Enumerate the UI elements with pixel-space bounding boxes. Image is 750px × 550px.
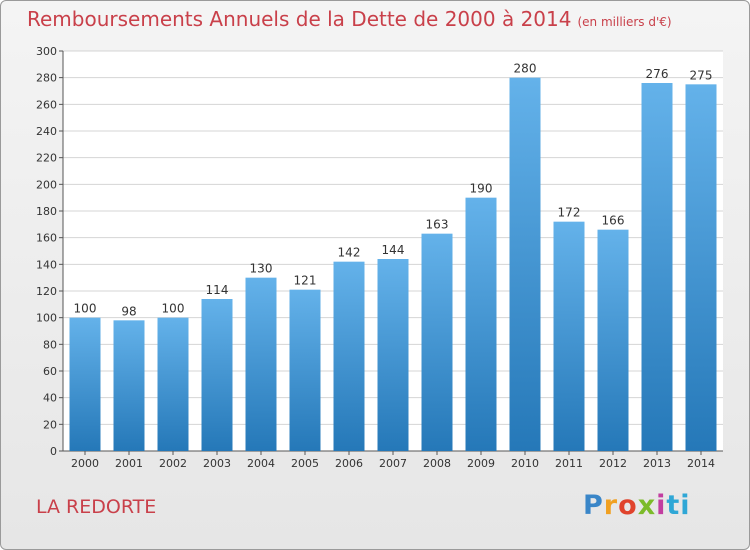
- y-tick-label: 100: [36, 312, 57, 325]
- x-tick-label: 2000: [71, 457, 99, 470]
- proxiti-logo: Proxiti: [583, 490, 691, 521]
- labels: 100 98 100 114 130 121 142 144 163 190 280 172 166 27…: [74, 62, 713, 319]
- bar-2006: [333, 261, 365, 451]
- data-label-2010: 280: [514, 62, 537, 76]
- bar-2001: [113, 320, 145, 451]
- bar-2010: [509, 77, 541, 452]
- data-label-2014: 275: [690, 68, 713, 82]
- y-tick-label: 20: [43, 418, 57, 431]
- data-label-2007: 144: [382, 243, 405, 257]
- y-tick-label: 160: [36, 232, 57, 245]
- y-tick-label: 260: [36, 98, 57, 111]
- bar-2000: [69, 317, 101, 451]
- x-tick-label: 2012: [599, 457, 627, 470]
- data-label-2013: 276: [646, 67, 669, 81]
- logo-letter: x: [637, 490, 657, 521]
- data-label-2011: 172: [558, 206, 581, 220]
- bar-2007: [377, 259, 409, 451]
- x-tick-label: 2013: [643, 457, 671, 470]
- y-tick-label: 300: [36, 45, 57, 58]
- x-tick-label: 2004: [247, 457, 275, 470]
- x-tick-label: 2008: [423, 457, 451, 470]
- bar-2008: [421, 233, 453, 451]
- unit-label: (en milliers d'€): [577, 15, 672, 29]
- x-tick-label: 2011: [555, 457, 583, 470]
- logo-letter: P: [583, 490, 604, 521]
- title-text: Remboursements Annuels de la Dette de 20…: [27, 7, 572, 31]
- data-label-2001: 98: [121, 304, 136, 318]
- data-label-2000: 100: [74, 302, 97, 316]
- bar-2013: [641, 83, 673, 451]
- data-label-2012: 166: [602, 214, 625, 228]
- logo-letter: r: [603, 490, 619, 521]
- data-label-2002: 100: [162, 302, 185, 316]
- y-tick-label: 80: [43, 338, 57, 351]
- logo-letter: ti: [666, 490, 691, 521]
- commune-name: LA REDORTE: [36, 496, 157, 518]
- y-tick-label: 180: [36, 205, 57, 218]
- x-tick-label: 2009: [467, 457, 495, 470]
- x-tick-label: 2003: [203, 457, 231, 470]
- x-tick-label: 2002: [159, 457, 187, 470]
- logo-letter: o: [618, 490, 638, 521]
- chart-title: Remboursements Annuels de la Dette de 20…: [27, 7, 672, 31]
- y-tick-label: 0: [50, 445, 57, 458]
- bar-2004: [245, 277, 277, 451]
- bar-2011: [553, 221, 585, 451]
- data-label-2004: 130: [250, 262, 273, 276]
- x-tick-label: 2005: [291, 457, 319, 470]
- x-tick-label: 2001: [115, 457, 143, 470]
- data-label-2008: 163: [426, 218, 449, 232]
- bar-2012: [597, 229, 629, 451]
- bar-2014: [685, 84, 717, 451]
- x-tick-label: 2010: [511, 457, 539, 470]
- x-tick-label: 2006: [335, 457, 363, 470]
- data-label-2006: 142: [338, 246, 361, 260]
- y-tick-label: 240: [36, 125, 57, 138]
- data-label-2009: 190: [470, 182, 493, 196]
- data-label-2003: 114: [206, 283, 229, 297]
- logo-letter: i: [656, 490, 667, 521]
- bar-2005: [289, 289, 321, 451]
- bar-2003: [201, 299, 233, 451]
- y-tick-label: 220: [36, 152, 57, 165]
- y-tick-label: 140: [36, 258, 57, 271]
- x-tick-label: 2014: [687, 457, 715, 470]
- bar-2009: [465, 197, 497, 451]
- y-tick-label: 120: [36, 285, 57, 298]
- x-tick-label: 2007: [379, 457, 407, 470]
- y-tick-label: 200: [36, 178, 57, 191]
- y-tick-label: 280: [36, 72, 57, 85]
- data-label-2005: 121: [294, 274, 317, 288]
- bars: [69, 77, 717, 452]
- bar-2002: [157, 317, 189, 451]
- y-tick-label: 40: [43, 392, 57, 405]
- y-tick-label: 60: [43, 365, 57, 378]
- axes: 0 20 40 60 80 100 120 140 160 180 200 220 240 260 280 3…: [36, 45, 723, 470]
